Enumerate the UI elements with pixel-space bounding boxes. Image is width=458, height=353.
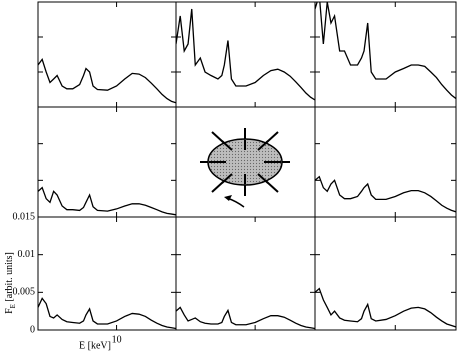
spectrum-line (315, 175, 456, 213)
panel-frame (175, 216, 316, 331)
panel-frame (37, 106, 177, 218)
x-axis-label: E [keV] (79, 340, 111, 351)
y-tick-label: 0.005 (13, 287, 36, 298)
y-tick-label: 0 (30, 324, 35, 335)
y-tick-label: 0.015 (13, 211, 36, 222)
panel-frame (314, 106, 457, 218)
spectrum-line (176, 306, 315, 330)
panel-frame (175, 1, 316, 108)
geometry-diagram (200, 128, 290, 208)
y-label-main: F (4, 308, 15, 314)
spectrum-line (38, 186, 176, 216)
spectrum-line (176, 8, 315, 101)
y-axis-label: FE [arbit. units] (4, 252, 16, 314)
x-tick-label: 10 (112, 334, 122, 345)
spectrum-line (38, 297, 176, 330)
y-label-rest: [arbit. units] (4, 252, 15, 304)
y-tick-label: 0.01 (18, 249, 36, 260)
panel-frame (37, 1, 177, 108)
panel-frame (314, 216, 457, 331)
panel-frame (314, 1, 457, 108)
spectrum-line (38, 57, 176, 104)
spectrum-line (315, 287, 456, 328)
spectrum-line (315, 2, 456, 100)
panel-frame (37, 216, 177, 331)
y-label-sub: E (9, 304, 17, 308)
